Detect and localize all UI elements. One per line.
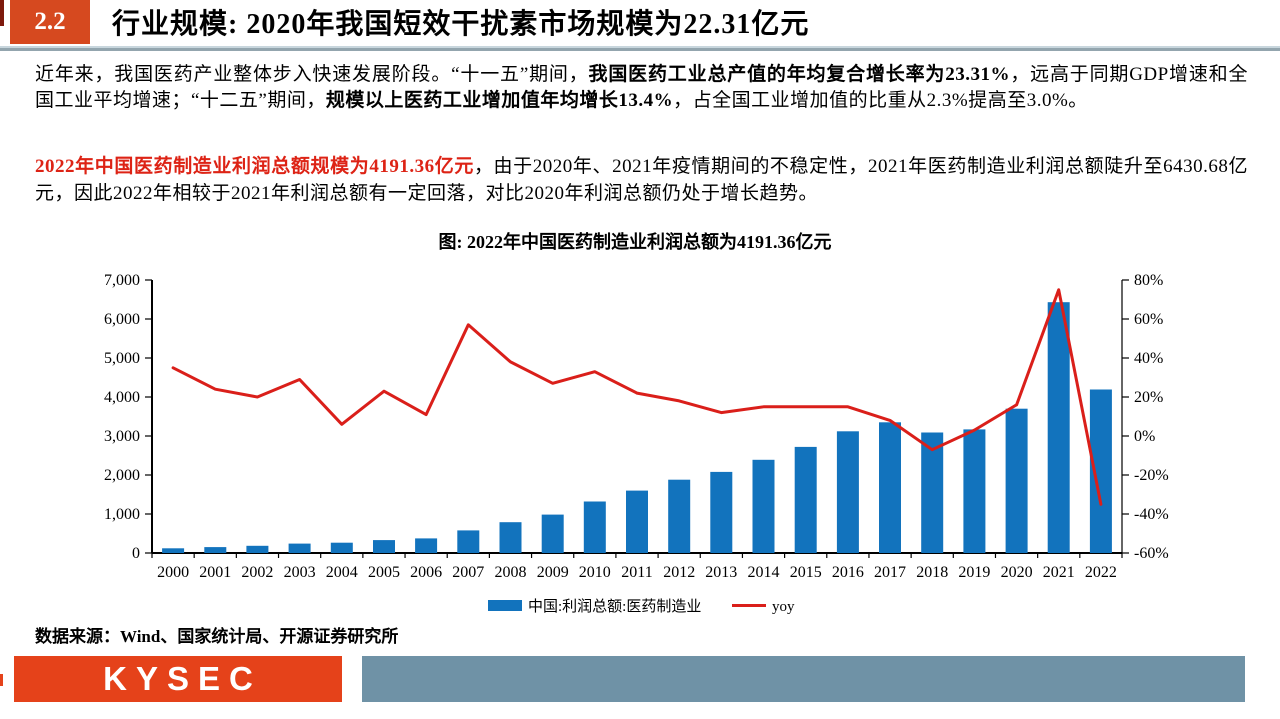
bar-2012: [668, 479, 691, 553]
text-segment: 规模以上医药工业增加值年均增长13.4%: [325, 90, 674, 111]
data-source: 数据来源：Wind、国家统计局、开源证券研究所: [35, 627, 399, 646]
bar-2014: [752, 459, 775, 553]
bar-2011: [626, 490, 648, 553]
section-number: 2.2: [34, 8, 66, 35]
x-label: 2003: [284, 564, 316, 581]
bar-2018: [921, 432, 944, 553]
chart-legend: 中国:利润总额:医药制造业 yoy: [488, 598, 795, 615]
profit-chart: 0 1,000 2,000 3,000 4,000 5,000 6,000 7,000 -60%…: [104, 272, 1169, 615]
y2-tick-label: -20%: [1134, 467, 1169, 484]
y-tick-label: 1,000: [104, 506, 140, 523]
header-rule-light: [0, 46, 1280, 48]
footer-decoration-bar: [362, 656, 1245, 702]
legend-bar-swatch: [488, 600, 522, 611]
text-segment: ，远高于同期GDP增速和全国工业平均增速；“十二五”期间，: [35, 64, 1248, 111]
x-label: 2008: [495, 564, 527, 581]
bar-2015: [794, 446, 817, 553]
y2-tick-label: 60%: [1134, 311, 1163, 328]
page-title: 行业规模: 2020年我国短效干扰素市场规模为22.31亿元: [112, 9, 810, 40]
bar-2010: [583, 501, 606, 553]
bar-2007: [457, 530, 480, 553]
text-segment: 2022年中国医药制造业利润总额规模为4191.36亿元: [35, 156, 474, 177]
x-label: 2021: [1043, 564, 1075, 581]
y2-tick-label: 40%: [1134, 350, 1163, 367]
bar-2004: [330, 542, 353, 553]
bar-2016: [836, 431, 859, 553]
text-segment: 我国医药工业总产值的年均复合增长率为23.31%: [588, 64, 1010, 85]
paragraph-profit-2022: 2022年中国医药制造业利润总额规模为4191.36亿元，由于2020年、202…: [35, 153, 1248, 207]
bar-2017: [879, 422, 901, 553]
x-label: 2018: [916, 564, 948, 581]
y2-tick-label: -40%: [1134, 506, 1169, 523]
bar-2021: [1047, 302, 1070, 553]
kysec-logo: KYSEC: [14, 656, 342, 702]
section-badge: 2.2: [10, 0, 90, 44]
corner-accent: [0, 0, 4, 26]
footer-notch: [0, 674, 3, 686]
bar-2003: [288, 543, 311, 553]
y-tick-label: 3,000: [104, 428, 140, 445]
x-label: 2009: [537, 564, 569, 581]
yoy-line: [171, 288, 1103, 506]
y-tick-label: 0: [132, 545, 140, 562]
bar-2020: [1005, 408, 1028, 553]
chart-title: 图: 2022年中国医药制造业利润总额为4191.36亿元: [438, 232, 832, 252]
y-tick-label: 4,000: [104, 389, 140, 406]
bar-2006: [415, 538, 438, 553]
x-label: 2020: [1001, 564, 1033, 581]
x-label: 2001: [199, 564, 231, 581]
text-segment: 近年来，我国医药产业整体步入快速发展阶段。“十一五”期间，: [35, 64, 589, 85]
y2-tick-label: -60%: [1134, 545, 1169, 562]
x-label: 2000: [157, 564, 189, 581]
bar-2008: [499, 522, 522, 553]
legend-line-label: yoy: [772, 599, 795, 615]
x-label: 2017: [874, 564, 906, 581]
y2-tick-label: 20%: [1134, 389, 1163, 406]
x-label: 2014: [748, 564, 780, 581]
x-label: 2012: [663, 564, 695, 581]
x-label: 2013: [705, 564, 737, 581]
y-tick-label: 7,000: [104, 272, 140, 289]
x-label: 2015: [790, 564, 822, 581]
bar-2002: [246, 545, 269, 553]
bar-2022: [1089, 389, 1112, 553]
header-rule-dark: [0, 48, 1280, 51]
paragraph-industry-growth: 近年来，我国医药产业整体步入快速发展阶段。“十一五”期间，我国医药工业总产值的年…: [35, 62, 1248, 114]
bar-2001: [204, 547, 227, 553]
y-tick-label: 5,000: [104, 350, 140, 367]
y-tick-label: 2,000: [104, 467, 140, 484]
x-label: 2006: [410, 564, 442, 581]
y2-tick-label: 80%: [1134, 272, 1163, 289]
legend-bar-label: 中国:利润总额:医药制造业: [528, 598, 701, 615]
x-label: 2004: [326, 564, 358, 581]
y2-tick-label: 0%: [1134, 428, 1155, 445]
text-segment: ，占全国工业增加值的比重从2.3%提高至3.0%。: [673, 90, 1088, 111]
x-label: 2007: [452, 564, 484, 581]
x-label: 2005: [368, 564, 400, 581]
bar-2009: [541, 514, 564, 553]
x-label: 2002: [241, 564, 273, 581]
x-label: 2019: [958, 564, 990, 581]
kysec-logo-text: KYSEC: [103, 660, 262, 697]
bar-2000: [162, 548, 185, 553]
text-segment: ，由于2020年、2021年疫情期间的不稳定性，2021年医药制造业利润总额陡升…: [35, 156, 1248, 204]
bar-2005: [373, 540, 395, 553]
x-label: 2011: [621, 564, 652, 581]
x-label: 2016: [832, 564, 864, 581]
y-tick-label: 6,000: [104, 311, 140, 328]
x-label: 2010: [579, 564, 611, 581]
bar-2013: [710, 471, 733, 553]
bar-2019: [963, 429, 986, 553]
x-label: 2022: [1085, 564, 1117, 581]
